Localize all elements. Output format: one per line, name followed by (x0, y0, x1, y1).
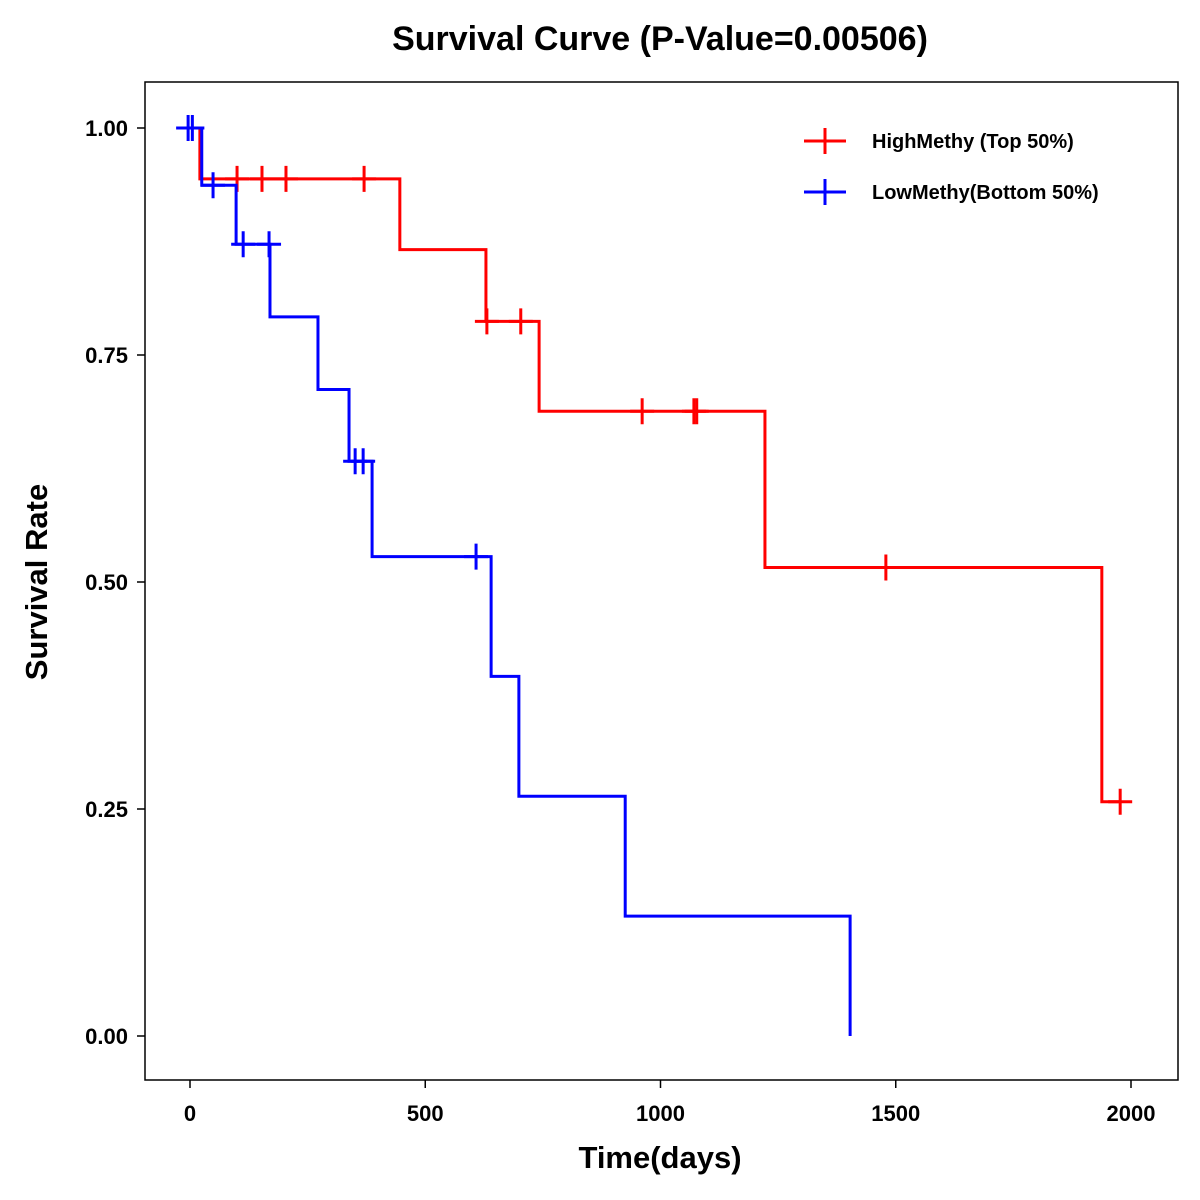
censor-mark (464, 543, 489, 570)
y-axis-label: Survival Rate (19, 484, 54, 680)
x-tick-label: 500 (407, 1101, 444, 1126)
x-tick-label: 1500 (871, 1101, 920, 1126)
legend-marker (804, 128, 846, 154)
y-tick-label: 0.25 (85, 797, 128, 822)
censor-mark (257, 231, 282, 258)
plot-frame (144, 81, 1179, 1081)
survival-line (190, 126, 1121, 804)
legend-label: HighMethy (Top 50%) (872, 131, 1074, 153)
x-axis: 0 500 1000 1500 2000 (184, 1080, 1156, 1126)
censor-mark (630, 398, 655, 425)
x-tick-label: 1000 (636, 1101, 685, 1126)
censor-mark (231, 231, 256, 258)
censor-mark (352, 165, 377, 192)
legend: HighMethy (Top 50%) LowMethy(Bottom 50%) (804, 128, 1099, 205)
chart-title: Survival Curve (P-Value=0.00506) (392, 20, 928, 58)
censor-mark (508, 308, 533, 335)
y-axis: 0.00 0.25 0.50 0.75 1.00 (85, 116, 145, 1049)
censor-mark (201, 172, 226, 199)
censor-mark (351, 448, 376, 475)
censor-mark (180, 115, 205, 141)
y-tick-label: 0.00 (85, 1024, 128, 1049)
legend-label: LowMethy(Bottom 50%) (872, 182, 1099, 204)
y-tick-label: 0.75 (85, 343, 128, 368)
censor-mark (684, 398, 709, 425)
censor-mark (249, 165, 274, 192)
series-high-methy (190, 126, 1133, 815)
y-tick-label: 1.00 (85, 116, 128, 141)
legend-marker (804, 179, 846, 205)
x-axis-label: Time(days) (578, 1140, 741, 1175)
x-tick-label: 2000 (1107, 1101, 1156, 1126)
censor-mark (1108, 788, 1133, 815)
x-tick-label: 0 (184, 1101, 196, 1126)
censor-mark (873, 554, 898, 581)
censor-mark (273, 165, 298, 192)
survival-line (190, 126, 852, 1036)
series-low-methy (176, 115, 852, 1036)
censor-mark (474, 308, 499, 335)
y-tick-label: 0.50 (85, 570, 128, 595)
series-group (176, 115, 1133, 1036)
